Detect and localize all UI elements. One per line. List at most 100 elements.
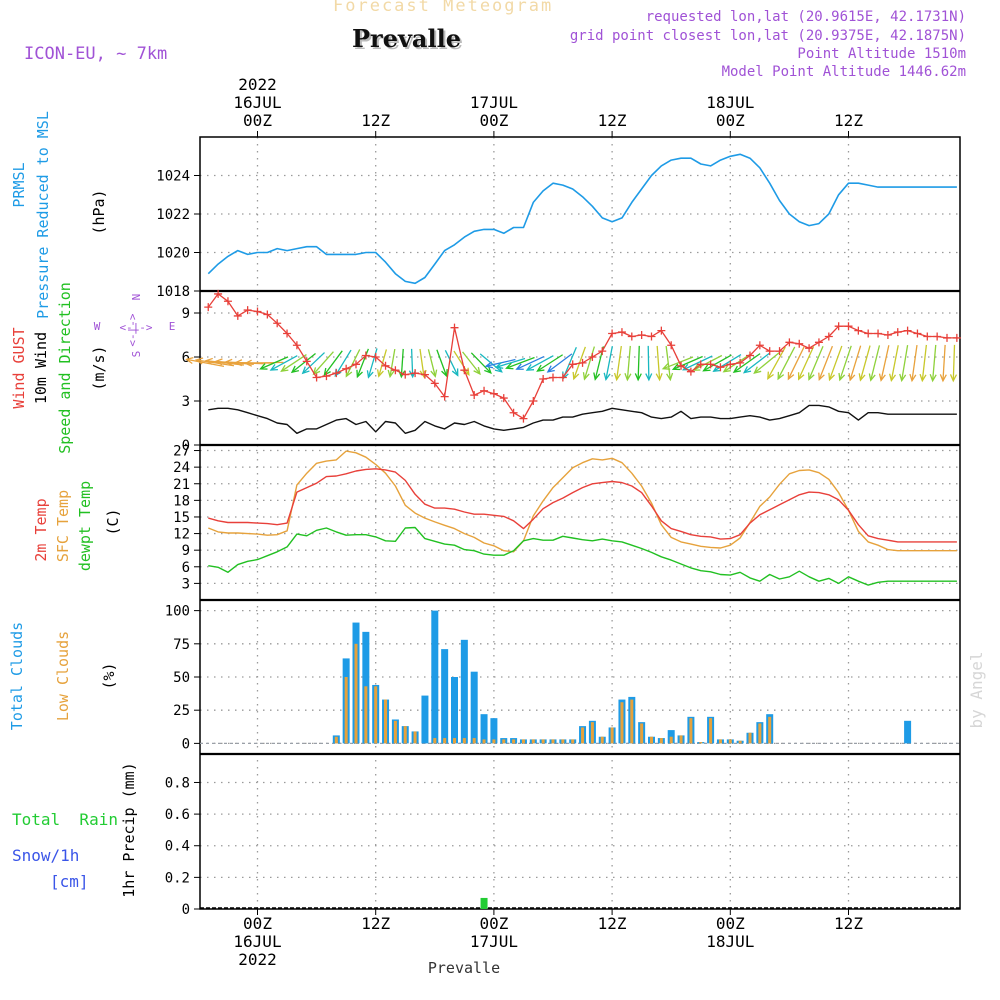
wind-arrow-head — [243, 359, 253, 367]
wind-arrow — [683, 355, 713, 371]
wind-arrow — [743, 352, 771, 374]
low-cloud-bar — [738, 740, 742, 744]
wind-arrow-head — [185, 356, 194, 365]
wind-unit: (m/s) — [90, 345, 108, 390]
gust-marker — [736, 358, 745, 367]
low-cloud-bar — [374, 686, 378, 744]
gust-marker — [588, 353, 597, 361]
wind-arrow-head — [767, 371, 774, 380]
wind-arrow-head — [269, 363, 278, 371]
y-tick-label: 21 — [173, 477, 190, 493]
gust-marker — [253, 307, 262, 316]
wind-gust-title: Wind GUST — [10, 327, 28, 408]
gust-marker — [706, 360, 715, 369]
wind-arrow-head — [808, 372, 815, 381]
wind-arrow — [389, 348, 396, 377]
gust-marker — [499, 394, 508, 403]
wind-arrow — [733, 353, 761, 373]
y-tick-label: 15 — [173, 510, 190, 526]
gust-marker — [352, 360, 360, 369]
gust-marker — [657, 326, 666, 335]
gust-marker — [647, 332, 656, 341]
gust-marker — [430, 379, 439, 388]
wind-arrow — [673, 355, 703, 370]
gust-marker — [283, 329, 292, 338]
wind-arrow-head — [828, 372, 835, 382]
gust-marker — [391, 366, 400, 375]
2m-temp-line — [208, 468, 957, 543]
y-tick-label: 24 — [173, 460, 190, 476]
wind-arrow-head — [323, 367, 331, 377]
gust-marker — [627, 332, 636, 341]
time-label-top: 18JUL — [706, 93, 754, 112]
y-tick-label: 1024 — [156, 169, 190, 185]
wind-arrow-head — [214, 358, 223, 366]
wind-arrow-head — [484, 361, 494, 369]
gust-marker — [805, 344, 814, 353]
wind-arrow-head — [787, 372, 795, 381]
compass-we-arrow: <-|-> — [119, 321, 152, 334]
wind-arrow-head — [582, 372, 590, 381]
y-tick-label: 6 — [182, 350, 190, 366]
low-cloud-bar — [551, 739, 555, 744]
wind-arrow-head — [525, 364, 535, 371]
wind-arrow — [281, 354, 307, 372]
compass-e: E — [169, 320, 176, 333]
wind-speed-title: Speed and Direction — [56, 282, 74, 454]
low-cloud-bar — [669, 736, 673, 744]
gust-marker — [489, 389, 498, 398]
pressure-title-2: Pressure Reduced to MSL — [34, 111, 52, 319]
y-tick-label: 1020 — [156, 246, 190, 262]
wind-arrow-head — [376, 369, 384, 378]
low-cloud-bar — [699, 742, 703, 744]
wind-arrow — [637, 345, 640, 380]
low-cloud-bar — [433, 738, 437, 744]
wind-arrow — [410, 348, 414, 377]
wind-arrow — [713, 353, 742, 372]
total-cloud-bar — [470, 671, 478, 744]
gust-marker — [263, 310, 272, 319]
wind-arrow-head — [655, 373, 663, 382]
low-cloud-bar — [354, 643, 358, 744]
gust-marker — [795, 339, 804, 348]
wind-arrow — [427, 349, 436, 377]
gust-marker — [440, 392, 449, 401]
wind-arrow-head — [797, 372, 805, 381]
wind-arrow-head — [194, 357, 204, 365]
low-cloud-bar — [689, 718, 693, 744]
compass-ns-arrow: <-|-> — [126, 313, 139, 346]
wind-arrow-head — [430, 369, 438, 378]
wind-arrow-head — [919, 373, 927, 383]
wind-arrow — [662, 356, 694, 370]
wind-arrow-head — [949, 374, 958, 383]
low-cloud-bar — [492, 739, 496, 744]
wind-arrow — [787, 346, 805, 380]
y-tick-label: 100 — [165, 604, 190, 620]
wind-arrow-head — [290, 365, 300, 374]
wind-arrow — [870, 345, 881, 381]
y-tick-label: 50 — [173, 670, 190, 686]
wind-arrow-head — [732, 365, 742, 374]
wind-arrow — [462, 351, 481, 375]
wind-arrow — [942, 344, 946, 381]
y-tick-label: 1018 — [156, 284, 190, 300]
low-cloud-bar — [620, 702, 624, 744]
watermark: by Angel — [967, 651, 986, 728]
gust-marker — [864, 329, 873, 338]
gust-marker — [598, 347, 607, 356]
wind-arrow-head — [603, 372, 611, 382]
wind-arrow — [665, 345, 671, 380]
low-cloud-bar — [768, 716, 772, 744]
gust-marker — [381, 361, 390, 370]
wind-arrow-head — [494, 362, 504, 369]
wind-arrow — [693, 354, 723, 371]
wind-arrow — [656, 345, 661, 380]
wind-arrow — [186, 358, 225, 368]
wind-arrow — [291, 353, 316, 373]
wind-arrow-head — [712, 364, 721, 372]
gust-marker — [549, 373, 557, 382]
low-cloud-bar — [728, 739, 732, 744]
wind-arrow — [818, 345, 834, 380]
wind-arrow-head — [634, 373, 642, 382]
